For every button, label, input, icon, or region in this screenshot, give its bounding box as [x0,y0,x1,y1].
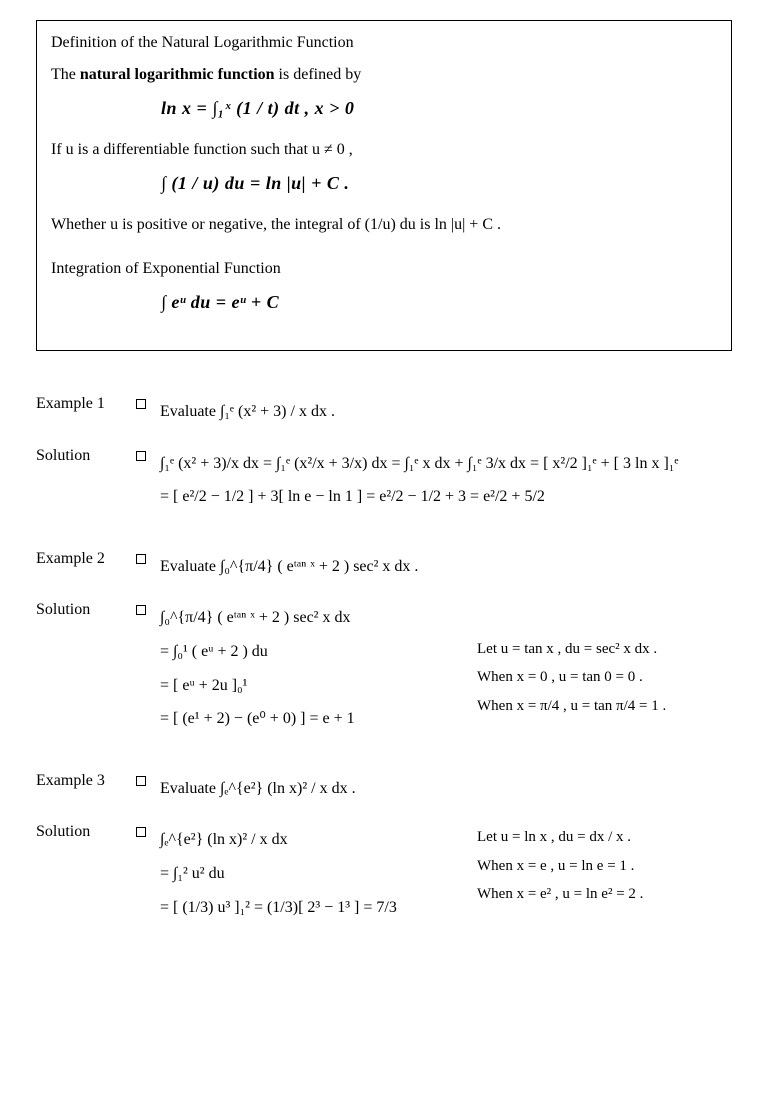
square-icon [136,447,160,467]
example-3-solution: ∫ₑ^{e²} (ln x)² / x dx = ∫₁² u² du = [ (… [160,823,732,924]
example-3-label: Example 3 [36,772,136,790]
ex2-side3: When x = π/4 , u = tan π/4 = 1 . [477,692,732,721]
subheading-exp: Integration of Exponential Function [51,257,717,281]
example-2-solution: ∫₀^{π/4} ( eᵗᵃⁿ ˣ + 2 ) sec² x dx = ∫₀¹ … [160,601,732,735]
example-3-prompt: Evaluate ∫ₑ^{e²} (ln x)² / x dx . [160,772,732,806]
example-2-label: Example 2 [36,550,136,568]
ex3-side3: When x = e² , u = ln e² = 2 . [477,880,732,909]
example-1: Example 1 Evaluate ∫₁ᵉ (x² + 3) / x dx .… [36,395,732,514]
square-icon [136,395,160,415]
example-2-solution-label: Solution [36,601,136,619]
intro-text-before: The [51,66,80,83]
example-1-prompt: Evaluate ∫₁ᵉ (x² + 3) / x dx . [160,395,732,429]
example-1-label: Example 1 [36,395,136,413]
example-1-solution-label: Solution [36,447,136,465]
ex2-side1: Let u = tan x , du = sec² x dx . [477,635,732,664]
ex3-side1: Let u = ln x , du = dx / x . [477,823,732,852]
definition-box: Definition of the Natural Logarithmic Fu… [36,20,732,351]
ex3-side2: When x = e , u = ln e = 1 . [477,852,732,881]
example-1-solution: ∫₁ᵉ (x² + 3)/x dx = ∫₁ᵉ (x²/x + 3/x) dx … [160,447,732,514]
ex2-sol-line2: = ∫₀¹ ( eᵘ + 2 ) du [160,635,471,669]
ex1-sol-line1: ∫₁ᵉ (x² + 3)/x dx = ∫₁ᵉ (x²/x + 3/x) dx … [160,447,732,481]
intro-text-after: is defined by [275,66,362,83]
whether-line: Whether u is positive or negative, the i… [51,213,717,237]
definition-eq2: ∫ (1 / u) du = ln |u| + C . [51,170,717,197]
example-2-prompt: Evaluate ∫₀^{π/4} ( eᵗᵃⁿ ˣ + 2 ) sec² x … [160,550,732,584]
ex3-sol-line2: = ∫₁² u² du [160,857,471,891]
if-u-line: If u is a differentiable function such t… [51,138,717,162]
intro-bold: natural logarithmic function [80,66,275,83]
ex2-sol-line1: ∫₀^{π/4} ( eᵗᵃⁿ ˣ + 2 ) sec² x dx [160,601,732,635]
ex2-sol-line4: = [ (e¹ + 2) − (e⁰ + 0) ] = e + 1 [160,702,471,736]
square-icon [136,823,160,843]
example-3-solution-label: Solution [36,823,136,841]
square-icon [136,772,160,792]
definition-intro: The natural logarithmic function is defi… [51,63,717,87]
square-icon [136,601,160,621]
definition-eq3: ∫ eᵘ du = eᵘ + C [51,289,717,316]
ex2-sol-line3: = [ eᵘ + 2u ]₀¹ [160,669,471,703]
example-2-substitution: Let u = tan x , du = sec² x dx . When x … [471,635,732,736]
definition-eq1: ln x = ∫₁ˣ (1 / t) dt , x > 0 [51,95,717,122]
ex3-sol-line1: ∫ₑ^{e²} (ln x)² / x dx [160,823,471,857]
ex3-sol-line3: = [ (1/3) u³ ]₁² = (1/3)[ 2³ − 1³ ] = 7/… [160,891,471,925]
square-icon [136,550,160,570]
ex2-side2: When x = 0 , u = tan 0 = 0 . [477,663,732,692]
example-2: Example 2 Evaluate ∫₀^{π/4} ( eᵗᵃⁿ ˣ + 2… [36,550,732,736]
ex1-sol-line2: = [ e²/2 − 1/2 ] + 3[ ln e − ln 1 ] = e²… [160,480,732,514]
example-3-substitution: Let u = ln x , du = dx / x . When x = e … [471,823,732,924]
definition-heading: Definition of the Natural Logarithmic Fu… [51,31,717,55]
page: Definition of the Natural Logarithmic Fu… [0,0,768,1000]
example-3: Example 3 Evaluate ∫ₑ^{e²} (ln x)² / x d… [36,772,732,924]
